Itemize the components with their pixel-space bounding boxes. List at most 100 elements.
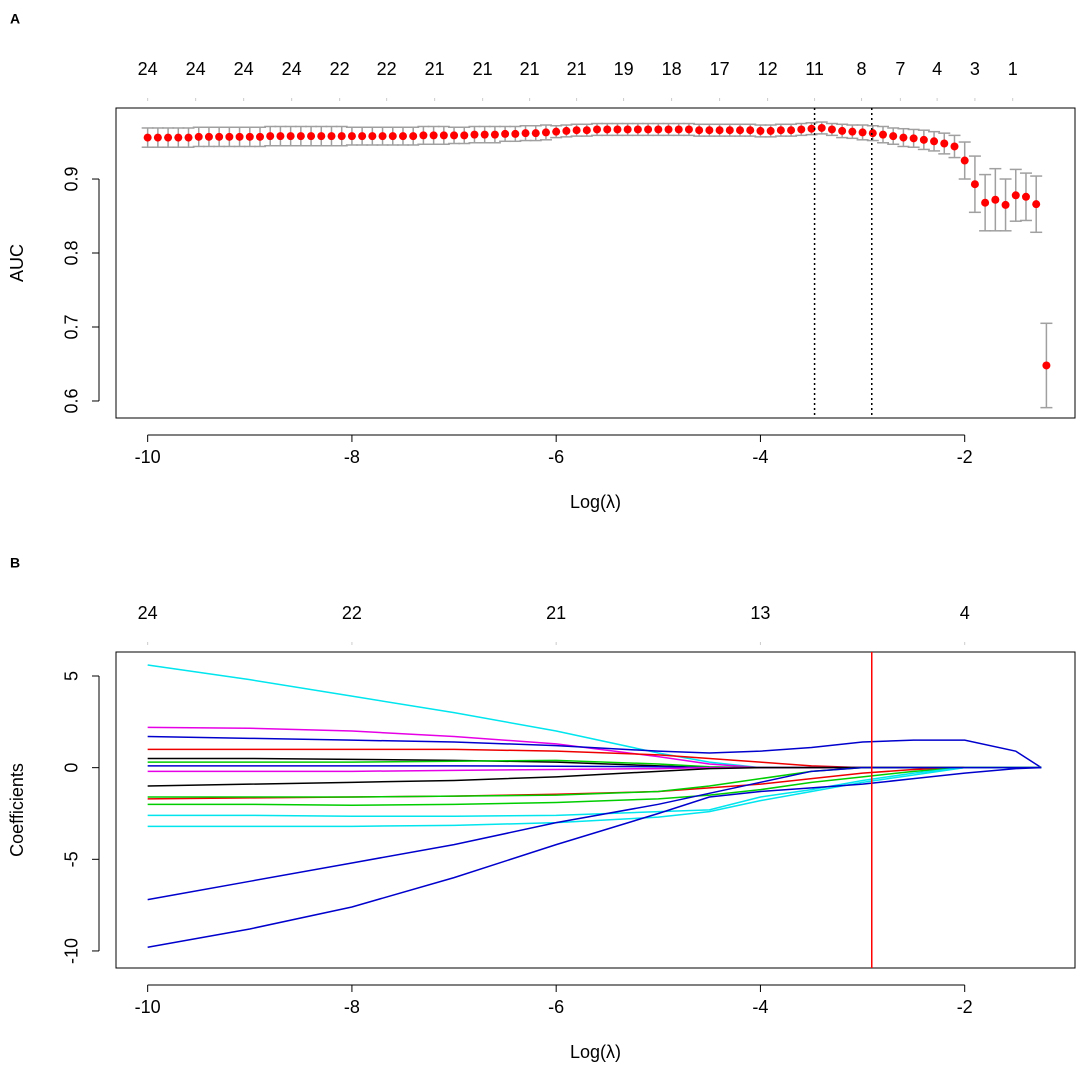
x-tick-label: -8 xyxy=(344,997,360,1017)
point xyxy=(358,132,367,141)
y-axis-title: Coefficients xyxy=(7,763,27,857)
point xyxy=(848,127,857,136)
point xyxy=(593,125,602,134)
point xyxy=(981,198,990,207)
top-tick-label: 1 xyxy=(1008,59,1018,79)
point xyxy=(531,129,540,138)
point xyxy=(562,126,571,135)
x-tick-label: -6 xyxy=(548,447,564,467)
x-axis-title: Log(λ) xyxy=(570,1042,621,1062)
x-axis-title: Log(λ) xyxy=(570,492,621,512)
point xyxy=(695,126,704,135)
x-tick-label: -10 xyxy=(135,997,161,1017)
point xyxy=(460,131,469,140)
top-tick-label: 11 xyxy=(805,59,824,79)
point xyxy=(1001,200,1010,209)
point xyxy=(664,125,673,134)
point xyxy=(807,124,816,133)
top-tick-label: 21 xyxy=(473,59,493,79)
y-tick-label: 0.9 xyxy=(62,167,82,192)
x-tick-label: -2 xyxy=(957,447,973,467)
point xyxy=(317,132,326,141)
point xyxy=(603,125,612,134)
y-tick-label: 5 xyxy=(62,671,82,681)
point xyxy=(378,132,387,141)
point xyxy=(419,131,428,140)
point xyxy=(787,126,796,135)
point xyxy=(552,127,561,136)
point xyxy=(388,132,397,141)
point xyxy=(470,130,479,139)
point xyxy=(858,128,867,137)
point xyxy=(899,133,908,142)
point xyxy=(256,132,265,141)
point xyxy=(960,156,969,165)
x-tick-label: -4 xyxy=(752,997,768,1017)
x-tick-label: -6 xyxy=(548,997,564,1017)
point xyxy=(480,130,489,139)
coefficient-path xyxy=(147,766,1042,949)
point xyxy=(1011,191,1020,200)
point xyxy=(756,126,765,135)
point xyxy=(644,125,653,134)
top-tick-label: 24 xyxy=(186,59,206,79)
point xyxy=(296,132,305,141)
point xyxy=(817,123,826,132)
point xyxy=(143,133,152,142)
point xyxy=(276,132,285,141)
point xyxy=(245,132,254,141)
point xyxy=(827,125,836,134)
panel-label: A xyxy=(10,11,20,27)
point xyxy=(919,135,928,144)
point xyxy=(705,126,714,135)
point xyxy=(582,126,591,135)
x-tick-label: -4 xyxy=(752,447,768,467)
top-tick-label: 7 xyxy=(895,59,905,79)
point xyxy=(572,126,581,135)
point xyxy=(368,132,377,141)
point xyxy=(153,133,162,142)
y-tick-label: 0 xyxy=(62,763,82,773)
point xyxy=(235,132,244,141)
coefficient-path xyxy=(147,735,1042,769)
top-tick-label: 24 xyxy=(282,59,302,79)
top-tick-label: 22 xyxy=(342,603,362,623)
top-tick-label: 13 xyxy=(750,603,770,623)
point xyxy=(684,125,693,134)
point xyxy=(674,125,683,134)
top-tick-label: 22 xyxy=(377,59,397,79)
point xyxy=(1042,361,1051,370)
top-tick-label: 24 xyxy=(138,59,158,79)
top-tick-label: 17 xyxy=(710,59,730,79)
point xyxy=(490,130,499,139)
x-tick-label: -8 xyxy=(344,447,360,467)
point xyxy=(266,132,275,141)
point xyxy=(409,132,418,141)
point xyxy=(654,125,663,134)
point xyxy=(184,133,193,142)
plot-box xyxy=(115,651,1076,969)
point xyxy=(194,132,203,141)
top-tick-label: 3 xyxy=(970,59,980,79)
point xyxy=(909,134,918,143)
top-tick-label: 24 xyxy=(138,603,158,623)
top-tick-label: 22 xyxy=(330,59,350,79)
point xyxy=(501,129,510,138)
point xyxy=(1032,200,1041,209)
point xyxy=(174,133,183,142)
top-tick-label: 19 xyxy=(614,59,634,79)
y-tick-label: 0.8 xyxy=(62,240,82,265)
point xyxy=(878,130,887,139)
point xyxy=(797,125,806,134)
point xyxy=(930,137,939,146)
x-tick-label: -2 xyxy=(957,997,973,1017)
plot-box xyxy=(115,107,1076,419)
y-tick-label: 0.7 xyxy=(62,314,82,339)
point xyxy=(204,132,213,141)
point xyxy=(1021,192,1030,201)
point xyxy=(439,131,448,140)
point xyxy=(766,126,775,135)
point xyxy=(337,132,346,141)
point xyxy=(286,132,295,141)
